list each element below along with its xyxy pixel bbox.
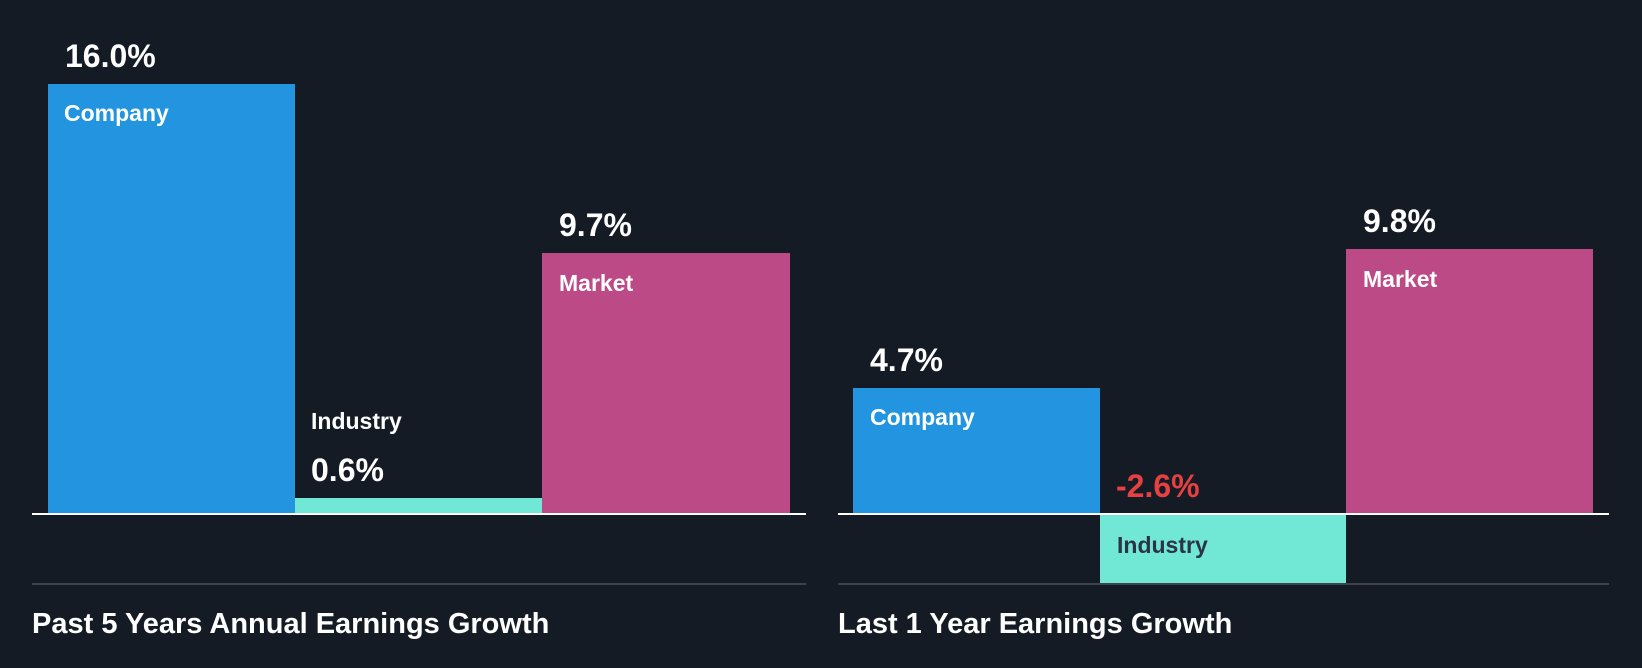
- market-bar: [542, 253, 790, 514]
- industry-bar-label: Industry: [311, 408, 402, 434]
- chart-title: Last 1 Year Earnings Growth: [838, 608, 1233, 640]
- chart-panel-past-5-years: 16.0% Company Industry 0.6% 9.7% Market …: [32, 38, 806, 640]
- market-bar: [1346, 249, 1593, 514]
- industry-value-label: 0.6%: [311, 452, 384, 488]
- company-bar: [853, 388, 1100, 514]
- industry-bar-label: Industry: [1117, 532, 1208, 558]
- company-value-label: 16.0%: [65, 38, 156, 74]
- panel-separator: [838, 583, 1609, 585]
- company-bar-label: Company: [870, 404, 975, 430]
- zero-baseline: [32, 513, 806, 515]
- chart-title: Past 5 Years Annual Earnings Growth: [32, 608, 550, 640]
- market-bar-label: Market: [559, 270, 634, 296]
- company-bar-label: Company: [64, 100, 169, 126]
- industry-value-label: -2.6%: [1116, 468, 1200, 504]
- industry-bar: [295, 498, 542, 514]
- market-bar-label: Market: [1363, 266, 1438, 292]
- market-value-label: 9.8%: [1363, 203, 1436, 239]
- market-value-label: 9.7%: [559, 207, 632, 243]
- company-value-label: 4.7%: [870, 342, 943, 378]
- company-bar: [48, 84, 295, 514]
- chart-panel-last-1-year: 4.7% Company -2.6% Industry 9.8% Market …: [821, 0, 1642, 668]
- panel-separator: [32, 583, 806, 585]
- zero-baseline: [838, 513, 1609, 515]
- industry-bar: [1100, 514, 1346, 583]
